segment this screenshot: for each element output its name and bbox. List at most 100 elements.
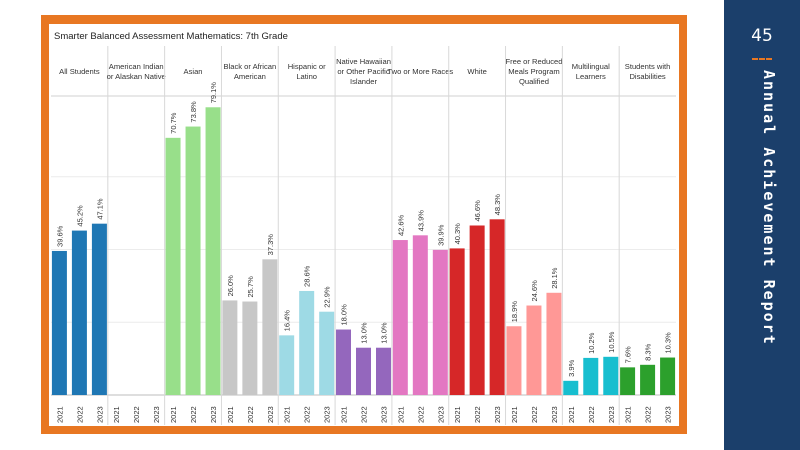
page-number-accent (752, 58, 772, 60)
bar-asian-2021 (165, 137, 181, 396)
bar-hispanic-or-latino-2023 (319, 311, 335, 395)
group-header-students-with-disabilities: Students with Disabilities (625, 62, 671, 81)
bar-two-or-more-races-2021 (392, 240, 408, 395)
bar-all-students-2022 (71, 230, 87, 395)
data-label-white-2022: 46.6% (473, 200, 482, 222)
year-label-american-indian-or-alaskan-native-2022: 2022 (132, 406, 141, 423)
year-label-white-2021: 2021 (453, 406, 462, 423)
year-label-asian-2022: 2022 (189, 406, 198, 423)
bar-all-students-2021 (51, 250, 67, 395)
group-header-black-or-african-american: Black or African American (223, 62, 276, 81)
year-label-two-or-more-races-2022: 2022 (416, 406, 425, 423)
bar-free-or-reduced-meals-program-qualified-2023 (546, 292, 562, 395)
data-label-white-2023: 48.3% (493, 194, 502, 216)
bar-black-or-african-american-2022 (242, 301, 258, 395)
chart-area: Smarter Balanced Assessment Mathematics:… (49, 24, 679, 426)
sidebar: 45 Annual Achievement Report (724, 0, 800, 450)
year-label-black-or-african-american-2021: 2021 (226, 406, 235, 423)
year-label-black-or-african-american-2023: 2023 (266, 406, 275, 423)
group-header-white: White (467, 67, 486, 76)
bar-students-with-disabilities-2021 (620, 367, 636, 395)
year-label-students-with-disabilities-2022: 2022 (644, 406, 653, 423)
year-label-free-or-reduced-meals-program-qualified-2021: 2021 (510, 406, 519, 423)
data-label-hispanic-or-latino-2021: 16.4% (283, 310, 292, 332)
page-number: 45 (751, 26, 773, 46)
data-label-multilingual-learners-2021: 3.9% (567, 359, 576, 376)
data-label-asian-2021: 70.7% (169, 112, 178, 134)
year-label-all-students-2023: 2023 (95, 406, 104, 423)
data-label-native-hawaiian-or-other-pacific-islander-2022: 13.0% (360, 322, 369, 344)
year-label-asian-2021: 2021 (169, 406, 178, 423)
year-label-white-2023: 2023 (493, 406, 502, 423)
data-label-students-with-disabilities-2022: 8.3% (644, 343, 653, 360)
data-label-free-or-reduced-meals-program-qualified-2021: 18.9% (510, 301, 519, 323)
year-label-multilingual-learners-2021: 2021 (567, 406, 576, 423)
bar-white-2023 (489, 219, 505, 395)
data-label-black-or-african-american-2021: 26.0% (226, 275, 235, 297)
year-label-multilingual-learners-2023: 2023 (607, 406, 616, 423)
year-label-hispanic-or-latino-2023: 2023 (323, 406, 332, 423)
year-label-multilingual-learners-2022: 2022 (587, 406, 596, 423)
data-label-native-hawaiian-or-other-pacific-islander-2021: 18.0% (340, 304, 349, 326)
bar-free-or-reduced-meals-program-qualified-2022 (526, 305, 542, 395)
data-label-free-or-reduced-meals-program-qualified-2023: 28.1% (550, 267, 559, 289)
data-label-multilingual-learners-2023: 10.5% (607, 331, 616, 353)
year-label-native-hawaiian-or-other-pacific-islander-2023: 2023 (380, 406, 389, 423)
bar-white-2022 (469, 225, 485, 395)
data-label-white-2021: 40.3% (453, 223, 462, 245)
group-header-american-indian-or-alaskan-native: American Indian or Alaskan Native (107, 62, 166, 81)
data-label-two-or-more-races-2023: 39.9% (436, 224, 445, 246)
year-label-asian-2023: 2023 (209, 406, 218, 423)
year-label-hispanic-or-latino-2021: 2021 (283, 406, 292, 423)
data-label-multilingual-learners-2022: 10.2% (587, 332, 596, 354)
year-label-free-or-reduced-meals-program-qualified-2023: 2023 (550, 406, 559, 423)
bar-students-with-disabilities-2023 (660, 357, 676, 395)
data-label-free-or-reduced-meals-program-qualified-2022: 24.6% (530, 280, 539, 302)
year-label-all-students-2021: 2021 (55, 406, 64, 423)
year-label-native-hawaiian-or-other-pacific-islander-2022: 2022 (360, 406, 369, 423)
bar-all-students-2023 (91, 223, 107, 395)
data-label-hispanic-or-latino-2022: 28.6% (303, 265, 312, 287)
year-label-native-hawaiian-or-other-pacific-islander-2021: 2021 (340, 406, 349, 423)
year-label-hispanic-or-latino-2022: 2022 (303, 406, 312, 423)
bar-multilingual-learners-2021 (563, 380, 579, 395)
bar-free-or-reduced-meals-program-qualified-2021 (506, 326, 522, 395)
year-label-free-or-reduced-meals-program-qualified-2022: 2022 (530, 406, 539, 423)
bar-chart: Smarter Balanced Assessment Mathematics:… (51, 31, 676, 425)
bar-two-or-more-races-2023 (432, 249, 448, 395)
data-label-black-or-african-american-2023: 37.3% (266, 234, 275, 256)
data-label-students-with-disabilities-2021: 7.6% (624, 346, 633, 363)
data-label-two-or-more-races-2022: 43.9% (416, 210, 425, 232)
group-header-hispanic-or-latino: Hispanic or Latino (288, 62, 326, 81)
group-header-multilingual-learners: Multilingual Learners (572, 62, 610, 81)
group-header-native-hawaiian-or-other-pacific-islander: Native Hawaiian or Other Pacific Islander (336, 57, 391, 86)
year-label-white-2022: 2022 (473, 406, 482, 423)
data-label-all-students-2023: 47.1% (95, 198, 104, 220)
year-label-two-or-more-races-2021: 2021 (396, 406, 405, 423)
bar-black-or-african-american-2021 (222, 300, 238, 395)
group-header-asian: Asian (184, 67, 203, 76)
bar-native-hawaiian-or-other-pacific-islander-2021 (336, 329, 351, 395)
data-label-asian-2023: 79.1% (209, 82, 218, 104)
bar-multilingual-learners-2022 (583, 357, 599, 395)
data-label-native-hawaiian-or-other-pacific-islander-2023: 13.0% (380, 322, 389, 344)
data-label-all-students-2022: 45.2% (75, 205, 84, 227)
year-label-two-or-more-races-2023: 2023 (436, 406, 445, 423)
year-label-black-or-african-american-2022: 2022 (246, 406, 255, 423)
bar-white-2021 (449, 248, 465, 395)
bar-native-hawaiian-or-other-pacific-islander-2023 (376, 347, 391, 395)
data-label-all-students-2021: 39.6% (55, 225, 64, 247)
year-label-american-indian-or-alaskan-native-2023: 2023 (152, 406, 161, 423)
bar-hispanic-or-latino-2021 (279, 335, 295, 395)
bar-hispanic-or-latino-2022 (299, 290, 315, 395)
data-label-students-with-disabilities-2023: 10.3% (664, 332, 673, 354)
chart-title: Smarter Balanced Assessment Mathematics:… (54, 31, 288, 42)
bar-asian-2022 (185, 126, 201, 396)
group-header-two-or-more-races: Two or More Races (387, 67, 453, 76)
bar-students-with-disabilities-2022 (640, 364, 656, 395)
bar-native-hawaiian-or-other-pacific-islander-2022 (356, 347, 371, 395)
year-label-students-with-disabilities-2023: 2023 (664, 406, 673, 423)
data-label-asian-2022: 73.8% (189, 101, 198, 123)
year-label-all-students-2022: 2022 (75, 406, 84, 423)
data-label-black-or-african-american-2022: 25.7% (246, 276, 255, 298)
